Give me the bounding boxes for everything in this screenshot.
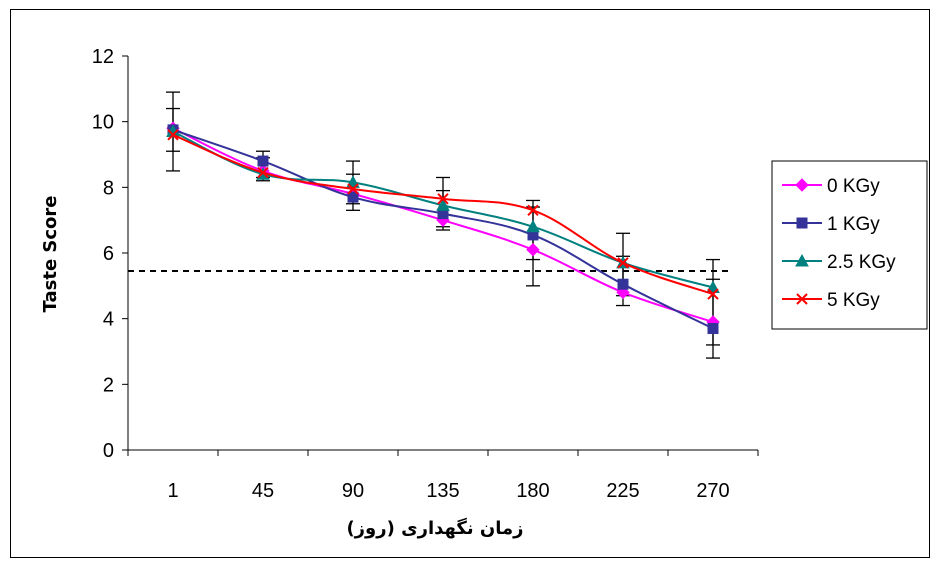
plot-area: 0 2 4 6 8 10 12 1 45 90 135 180 225 270 — [92, 46, 759, 502]
legend: 0 KGy 1 KGy 2.5 KGy 5 KGy — [771, 160, 928, 330]
data-point-series-3 — [707, 288, 719, 300]
data-point-series-3 — [527, 204, 539, 217]
data-point-series-1 — [257, 155, 269, 167]
data-point-series-3 — [257, 166, 269, 179]
legend-marker — [795, 253, 809, 267]
legend-box — [771, 160, 928, 330]
data-point-series-3 — [617, 257, 629, 269]
data-point-series-1 — [617, 278, 629, 290]
legend-label: 0 KGy — [827, 176, 880, 197]
legend-marker-stroke — [796, 293, 808, 305]
legend-label: 2.5 KGy — [827, 252, 896, 273]
legend-label: 5 KGy — [827, 290, 880, 311]
x-tick-label: 90 — [342, 480, 364, 502]
y-tick-label: 8 — [103, 177, 114, 199]
legend-marker — [796, 217, 808, 229]
data-point-series-1 — [707, 323, 719, 335]
data-point-series-3 — [167, 129, 179, 141]
data-point-series-3-stroke — [617, 257, 629, 269]
x-axis-title: زمان نگهداری (روز) — [346, 517, 523, 539]
data-point-series-3-stroke — [707, 288, 719, 300]
data-point-series-3 — [437, 193, 449, 205]
legend-marker — [795, 178, 809, 192]
y-tick-label: 2 — [103, 374, 114, 396]
data-point-series-3-stroke — [257, 166, 269, 179]
x-tick-label: 45 — [252, 480, 274, 502]
y-axis-title: Taste Score — [40, 196, 61, 313]
legend-label: 1 KGy — [827, 214, 880, 235]
x-tick-label: 270 — [696, 480, 729, 502]
data-point-series-3-stroke — [167, 129, 179, 141]
data-point-series-3 — [347, 183, 359, 195]
data-point-series-2 — [436, 198, 450, 211]
x-tick-label: 225 — [606, 480, 639, 502]
data-point-series-3-stroke — [347, 183, 359, 195]
x-tick-label: 180 — [516, 480, 549, 502]
x-tick-label: 1 — [167, 480, 178, 502]
data-point-series-0 — [526, 243, 540, 257]
data-point-series-2 — [526, 219, 540, 233]
legend-marker — [796, 293, 808, 305]
y-tick-label: 6 — [103, 243, 114, 265]
data-point-series-3-stroke — [437, 193, 449, 205]
y-tick-label: 0 — [103, 440, 114, 462]
y-tick-label: 4 — [103, 309, 114, 331]
data-point-series-1 — [347, 191, 359, 203]
y-tick-label: 12 — [92, 46, 114, 68]
y-tick-label: 10 — [92, 112, 114, 134]
data-point-series-3-stroke — [527, 204, 539, 217]
x-tick-label: 135 — [426, 480, 459, 502]
